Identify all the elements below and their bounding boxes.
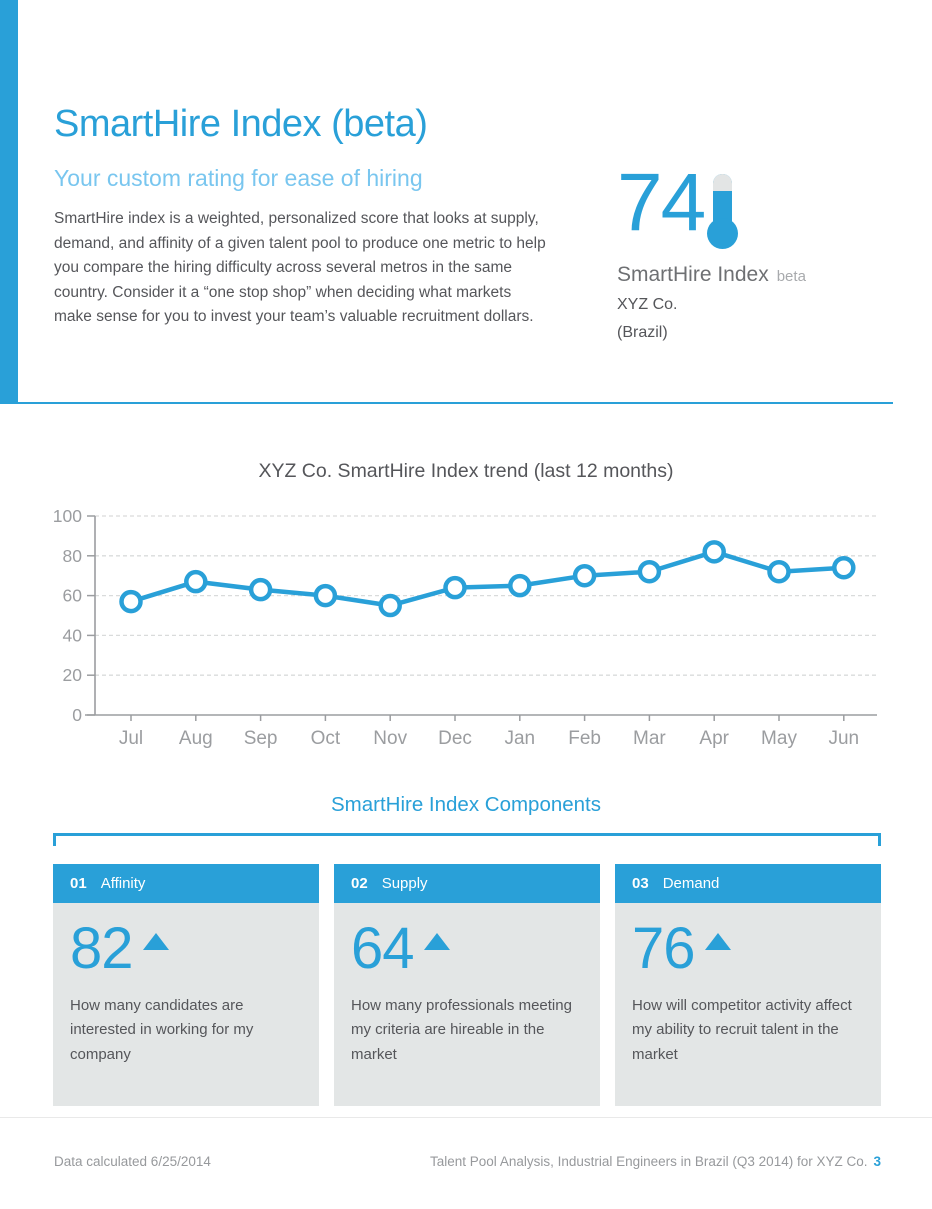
card-body: 82 How many candidates are interested in… [53, 903, 319, 1106]
page-description: SmartHire index is a weighted, personali… [54, 210, 546, 326]
footer-page-number: 3 [873, 1154, 881, 1169]
svg-text:Dec: Dec [438, 728, 472, 749]
card-header: 03 Demand [615, 864, 881, 903]
card-label: Demand [662, 875, 720, 892]
smarthire-score-value: 74 [617, 157, 706, 248]
svg-text:20: 20 [63, 665, 83, 685]
score-beta-tag: beta [776, 268, 806, 285]
svg-text:Sep: Sep [244, 728, 278, 749]
accent-sidebar-stripe [0, 0, 18, 404]
svg-text:Aug: Aug [179, 728, 213, 749]
card-description: How many professionals meeting my criter… [351, 996, 572, 1063]
card-body: 76 How will competitor activity affect m… [615, 903, 881, 1106]
component-card-supply: 02 Supply 64 How many professionals meet… [334, 864, 600, 1106]
components-bracket [53, 833, 881, 846]
component-card-affinity: 01 Affinity 82 How many candidates are i… [53, 864, 319, 1106]
svg-text:Jun: Jun [828, 728, 859, 749]
component-card-demand: 03 Demand 76 How will competitor activit… [615, 864, 881, 1106]
thermometer-icon [701, 174, 745, 250]
svg-text:May: May [761, 728, 797, 749]
score-company: XYZ Co. [617, 296, 678, 313]
svg-text:100: 100 [53, 506, 82, 526]
svg-text:Jan: Jan [504, 728, 535, 749]
score-label: SmartHire Index [617, 263, 769, 286]
page-subtitle: Your custom rating for ease of hiring [54, 165, 423, 191]
svg-text:Oct: Oct [311, 728, 341, 749]
chart-title: XYZ Co. SmartHire Index trend (last 12 m… [258, 460, 674, 482]
svg-text:Mar: Mar [633, 728, 666, 749]
svg-text:Nov: Nov [373, 728, 407, 749]
card-label: Affinity [100, 875, 146, 892]
footer-hairline [0, 1117, 932, 1118]
svg-text:60: 60 [63, 586, 83, 606]
svg-text:Feb: Feb [568, 728, 601, 749]
svg-text:80: 80 [63, 546, 83, 566]
card-number: 03 [632, 875, 649, 892]
trend-line-chart: 0 20 40 60 80 100 Jul Aug Sep Oct Nov Dec Jan Feb Mar A… [53, 506, 877, 749]
score-label-row: SmartHire Index beta [617, 263, 806, 287]
card-value: 64 [351, 916, 415, 981]
card-description: How many candidates are interested in wo… [70, 996, 254, 1063]
footer-report-text: Talent Pool Analysis, Industrial Enginee… [430, 1154, 868, 1169]
footer-report-title: Talent Pool Analysis, Industrial Enginee… [430, 1154, 881, 1169]
trend-up-icon [423, 933, 450, 951]
card-value: 76 [632, 916, 696, 981]
card-label: Supply [381, 875, 428, 892]
svg-text:40: 40 [63, 625, 83, 645]
score-country: (Brazil) [617, 324, 668, 341]
svg-text:Jul: Jul [119, 728, 143, 749]
card-value: 82 [70, 916, 134, 981]
card-number: 01 [70, 875, 87, 892]
components-heading: SmartHire Index Components [330, 793, 602, 816]
components-cards-row: 01 Affinity 82 How many candidates are i… [53, 864, 881, 1106]
card-description: How will competitor activity affect my a… [632, 996, 852, 1063]
svg-text:0: 0 [72, 705, 82, 725]
card-number: 02 [351, 875, 368, 892]
section-divider [0, 402, 893, 404]
card-header: 02 Supply [334, 864, 600, 903]
page-title: SmartHire Index (beta) [54, 103, 428, 145]
footer-data-date: Data calculated 6/25/2014 [54, 1154, 211, 1169]
trend-up-icon [142, 933, 169, 951]
svg-text:Apr: Apr [699, 728, 729, 749]
trend-up-icon [704, 933, 731, 951]
card-header: 01 Affinity [53, 864, 319, 903]
card-body: 64 How many professionals meeting my cri… [334, 903, 600, 1106]
